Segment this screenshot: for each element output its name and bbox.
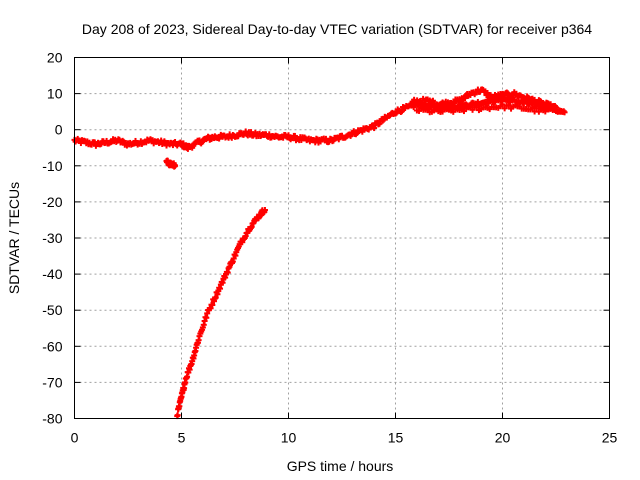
- y-tick-label: -50: [42, 302, 62, 318]
- data-point-main-track: [398, 108, 405, 115]
- data-point-upper-band: [501, 94, 508, 101]
- data-point-lower-band: [450, 108, 457, 115]
- data-point-steep-track: [212, 294, 219, 301]
- y-tick-label: 0: [55, 122, 63, 138]
- data-point-steep-track: [174, 412, 181, 419]
- chart-title: Day 208 of 2023, Sidereal Day-to-day VTE…: [82, 21, 592, 37]
- gridlines: [74, 57, 610, 419]
- y-tick-label: -60: [42, 338, 62, 354]
- plot-frame: [74, 57, 610, 419]
- data-point-upper-band: [553, 104, 559, 111]
- y-tick-label: -10: [42, 158, 62, 174]
- y-tick-label: -70: [42, 374, 62, 390]
- data-point-steep-track: [209, 301, 216, 308]
- y-tick-label: 20: [47, 50, 63, 66]
- x-tick-label: 0: [71, 430, 79, 446]
- data-point-upper-band: [429, 97, 436, 104]
- data-point-main-track: [561, 109, 568, 116]
- data-point-short-segment: [172, 162, 179, 169]
- data-point-main-track: [266, 131, 273, 138]
- data-point-lower-band: [505, 102, 512, 109]
- data-point-main-track: [371, 125, 378, 132]
- data-point-lower-band: [499, 101, 506, 108]
- data-point-upper-band: [457, 98, 464, 105]
- y-tick-label: -40: [42, 266, 62, 282]
- x-tick-label: 15: [388, 430, 404, 446]
- x-tick-label: 25: [602, 430, 618, 446]
- data-point-steep-track: [261, 206, 268, 213]
- x-tick-label: 10: [281, 430, 297, 446]
- y-axis: -80 -70 -60 -50 -40 -30 -20 -10 0 10 20: [42, 50, 610, 427]
- data-point-lower-band: [542, 108, 549, 115]
- x-axis: 0 5 10 15 20 25: [71, 57, 618, 446]
- y-tick-label: -30: [42, 230, 62, 246]
- y-axis-label: SDTVAR / TECUs: [6, 182, 22, 294]
- y-tick-label: 10: [47, 86, 63, 102]
- x-tick-label: 20: [495, 430, 511, 446]
- y-tick-label: -20: [42, 194, 62, 210]
- data-point-main-track: [335, 136, 342, 143]
- y-tick-label: -80: [42, 411, 62, 427]
- x-tick-label: 5: [178, 430, 186, 446]
- data-points: [71, 86, 568, 420]
- x-axis-label: GPS time / hours: [287, 458, 394, 474]
